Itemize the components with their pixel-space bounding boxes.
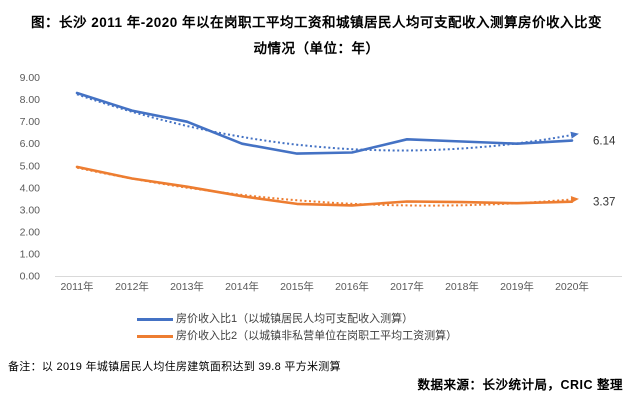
x-tick-label: 2011年 bbox=[60, 280, 93, 293]
x-tick-label: 2012年 bbox=[115, 280, 149, 293]
x-tick-label: 2013年 bbox=[170, 280, 204, 293]
y-tick-label: 9.00 bbox=[20, 72, 41, 84]
y-tick-label: 1.00 bbox=[20, 248, 41, 260]
y-tick-label: 5.00 bbox=[20, 160, 41, 172]
x-tick-label: 2015年 bbox=[280, 280, 314, 293]
series1-line-swatch bbox=[137, 317, 173, 321]
series-end-label-2: 3.37 bbox=[593, 197, 615, 209]
legend-item-series1: 房价收入比1（以城镇居民人均可支配收入测算） bbox=[137, 312, 457, 326]
y-tick-label: 6.00 bbox=[20, 138, 41, 150]
x-tick-label: 2018年 bbox=[445, 280, 479, 293]
line-chart: 0.00 1.00 2.00 3.00 4.00 5.00 6.00 7.00 8.00 9.00… bbox=[20, 72, 622, 293]
y-tick-label: 0.00 bbox=[20, 271, 41, 283]
series-line-1 bbox=[75, 91, 574, 155]
series-end-label-1: 6.14 bbox=[593, 136, 616, 148]
chart-title: 图：长沙 2011 年-2020 年以在岗职工平均工资和城镇居民人均可支配收入测… bbox=[30, 15, 603, 56]
x-tick-label: 2014年 bbox=[225, 280, 259, 293]
x-tick-label: 2016年 bbox=[335, 280, 369, 293]
trendline-2 bbox=[76, 166, 579, 207]
y-tick-label: 4.00 bbox=[20, 182, 41, 194]
x-tick-label: 2017年 bbox=[390, 280, 424, 293]
y-tick-label: 8.00 bbox=[20, 94, 41, 106]
legend: 房价收入比1（以城镇居民人均可支配收入测算） 房价收入比2（以城镇非私营单位在岗… bbox=[137, 312, 457, 343]
series2-line-swatch bbox=[137, 334, 173, 338]
y-tick-label: 2.00 bbox=[20, 226, 41, 238]
x-tick-label: 2020年 bbox=[555, 280, 589, 293]
y-tick-label: 7.00 bbox=[20, 116, 41, 128]
legend-item-series2: 房价收入比2（以城镇非私营单位在岗职工平均工资测算） bbox=[137, 329, 457, 343]
trendline-1 bbox=[76, 93, 579, 152]
footnote: 备注：以 2019 年城镇居民人均住房建筑面积达到 39.8 平方米测算 bbox=[8, 361, 341, 373]
legend-label-series2: 房价收入比2（以城镇非私营单位在岗职工平均工资测算） bbox=[176, 330, 458, 342]
data-source: 数据来源：长沙统计局，CRIC 整理 bbox=[417, 378, 623, 392]
x-tick-label: 2019年 bbox=[500, 280, 534, 293]
series-line-2 bbox=[75, 165, 574, 207]
legend-label-series1: 房价收入比1（以城镇居民人均可支配收入测算） bbox=[176, 313, 414, 325]
y-tick-label: 3.00 bbox=[20, 204, 41, 216]
